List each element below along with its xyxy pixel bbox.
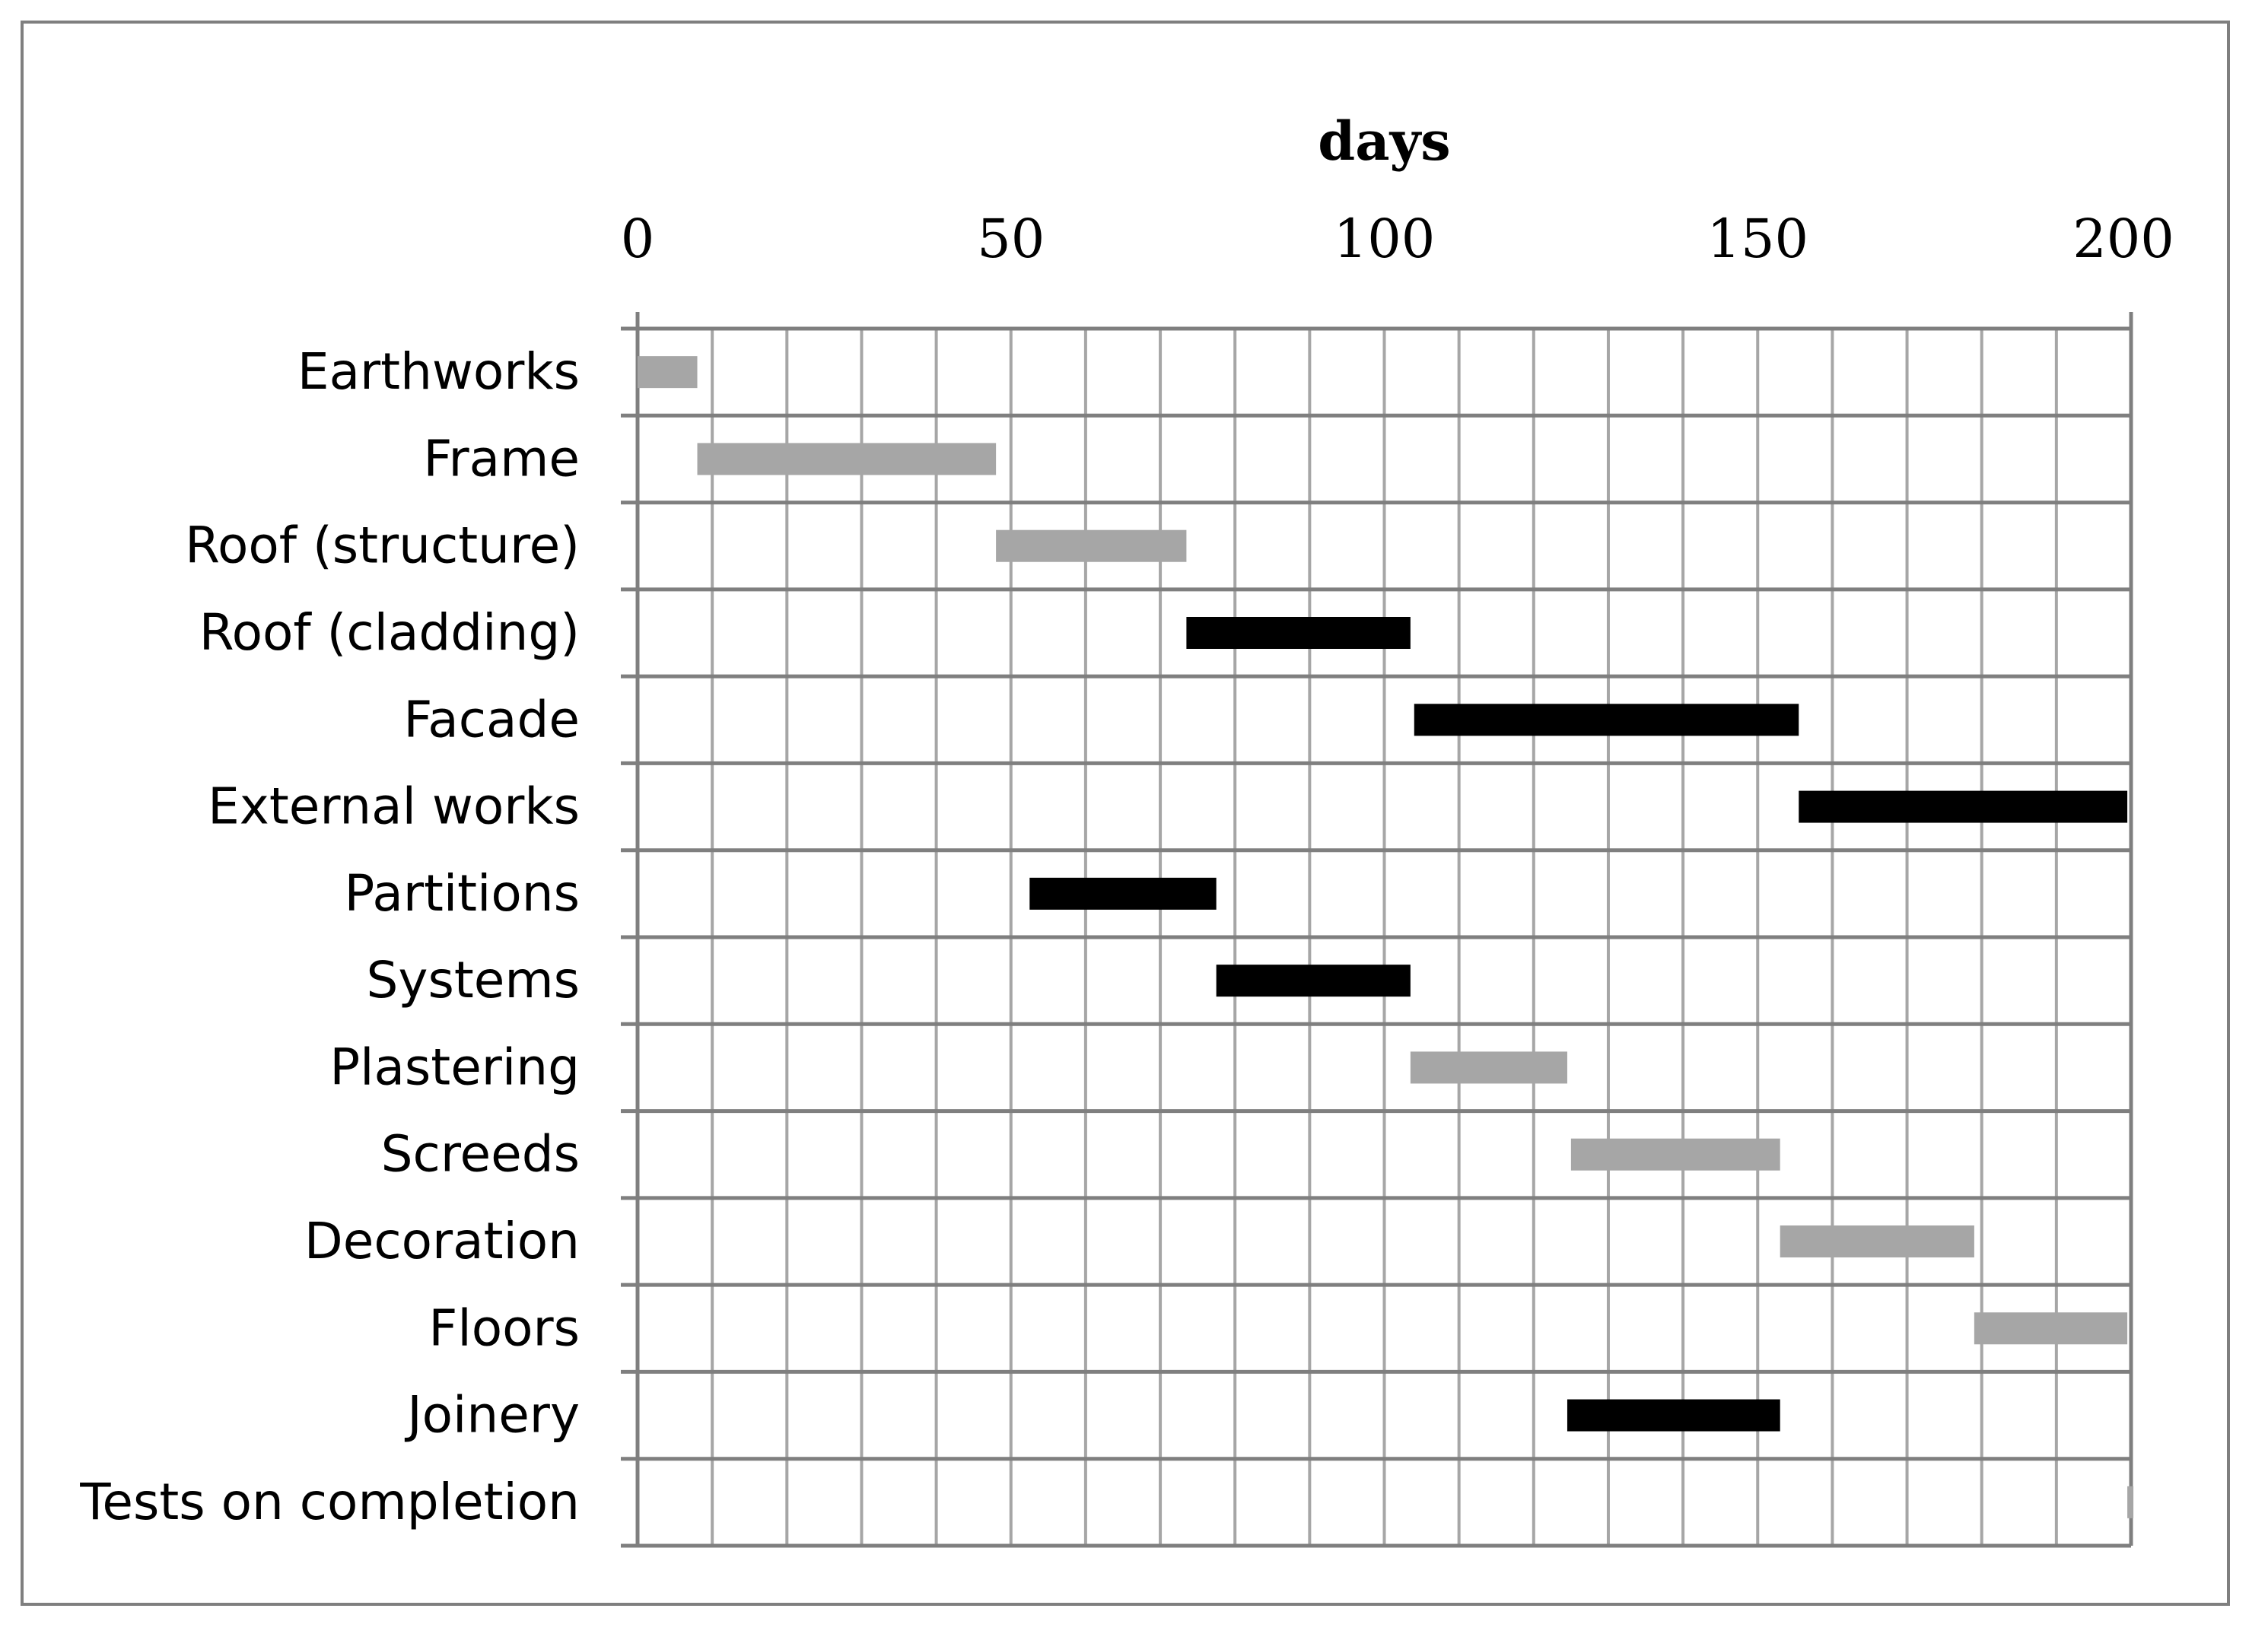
task-bar: [2127, 1486, 2134, 1518]
task-label: Roof (structure): [185, 517, 580, 575]
task-label: Tests on completion: [79, 1473, 580, 1531]
x-axis-title: days: [1318, 110, 1450, 173]
task-label: Joinery: [404, 1386, 580, 1445]
task-bar: [1186, 617, 1411, 649]
x-tick-label: 150: [1707, 208, 1808, 270]
task-bar: [996, 529, 1187, 562]
task-label: External works: [208, 777, 580, 836]
task-label: Frame: [423, 429, 580, 488]
task-bar: [1974, 1312, 2128, 1345]
task-bar: [1216, 965, 1411, 997]
task-label: Screeds: [381, 1125, 580, 1184]
task-label: Plastering: [329, 1038, 580, 1096]
task-bar: [1799, 790, 2128, 823]
task-bar: [1570, 1138, 1780, 1171]
task-bar: [638, 356, 698, 389]
task-label: Floors: [428, 1298, 580, 1357]
task-bar: [697, 443, 997, 475]
task-label: Decoration: [304, 1212, 580, 1270]
task-bar: [1029, 877, 1217, 910]
x-tick-label: 100: [1334, 208, 1436, 270]
task-bar: [1567, 1399, 1780, 1432]
task-label: Roof (cladding): [199, 603, 580, 662]
x-tick-label: 200: [2072, 208, 2174, 270]
task-bar: [1410, 1051, 1567, 1084]
task-label: Systems: [367, 951, 581, 1009]
task-label: Facade: [403, 690, 580, 749]
task-label: Earthworks: [297, 342, 580, 401]
task-bar: [1414, 704, 1799, 736]
x-tick-label: 0: [621, 208, 655, 270]
task-bar: [1780, 1225, 1974, 1257]
x-tick-label: 50: [977, 208, 1045, 270]
task-label: Partitions: [345, 864, 580, 923]
